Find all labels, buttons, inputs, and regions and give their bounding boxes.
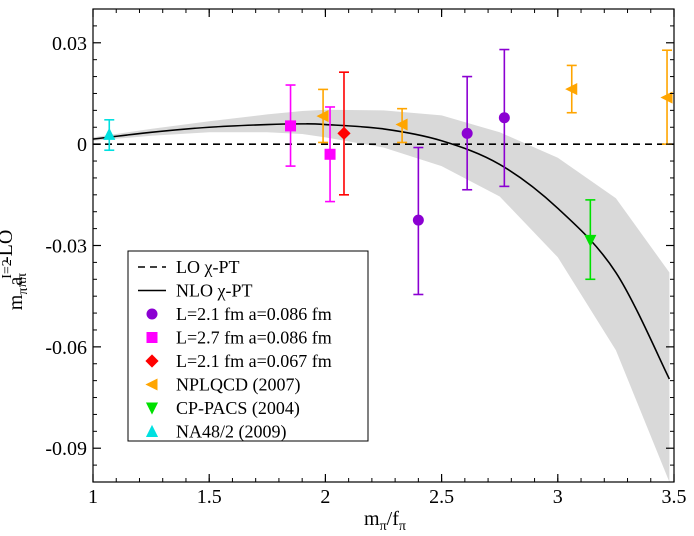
legend-label: L=2.1 fm a=0.086 fm [176,304,332,324]
data-point [498,112,510,124]
data-point [584,234,597,248]
data-point [461,127,473,139]
nlo-chipt-curve [93,123,671,380]
nlo-error-band-layer [93,109,670,482]
series-5 [103,119,116,152]
x-tick-label: 3 [553,486,563,508]
legend-marker [146,308,158,320]
series-2 [337,71,351,196]
x-tick-label: 1 [88,486,98,508]
legend-marker [145,424,159,437]
data-point [324,148,336,160]
legend-entry: NA48/2 (2009) [145,422,287,443]
legend-label: L=2.7 fm a=0.086 fm [176,328,332,348]
data-point [337,126,351,140]
y-tick-label: -0.03 [45,236,87,258]
legend-marker [145,402,159,415]
y-tick-label: -0.06 [45,337,87,359]
legend-entry: NPLQCD (2007) [145,375,301,396]
y-tick-label: 0 [77,134,87,156]
legend-label: NA48/2 (2009) [176,422,287,443]
legend-box [127,250,369,442]
series-0 [412,48,510,296]
x-tick-label: 2 [320,486,330,508]
legend-label: CP-PACS (2004) [176,398,300,419]
data-points-layer [103,48,673,296]
series-3 [316,49,673,145]
y-tick-label: 0.03 [52,33,87,55]
legend-items: LO χ-PT NLO χ-PT L=2.1 fm a=0.086 fm L=2.7 … [138,257,332,443]
data-point [316,110,329,123]
x-tick-label: 3.5 [662,486,687,508]
legend-entry: L=2.7 fm a=0.086 fm [146,328,332,348]
legend-marker [146,332,158,343]
series-1 [285,84,336,203]
legend-label: NPLQCD (2007) [176,375,301,396]
y-tick-label: -0.09 [45,438,87,460]
data-point [660,91,673,104]
axis-ticks-layer: 1 1.5 2 2.5 3 3.5 0.03 0 -0.03 -0.06 -0.09 [45,9,687,508]
legend-marker [145,378,158,391]
nlo-error-band [93,109,670,482]
legend-entry: NLO χ-PT [138,281,252,301]
legend-label: L=2.1 fm a=0.067 fm [176,351,332,371]
legend-entry: L=2.1 fm a=0.086 fm [146,304,332,324]
data-point [565,83,578,96]
y-axis-title: mπaI=2ππ-LO [0,230,31,311]
data-point [285,120,297,132]
legend-entry: LO χ-PT [138,257,239,277]
legend-marker [145,354,159,368]
x-axis-title: mπ/fπ [364,508,406,534]
legend-entry: L=2.1 fm a=0.067 fm [145,351,332,371]
legend: LO χ-PT NLO χ-PT L=2.1 fm a=0.086 fm L=2.7 … [127,250,369,443]
x-tick-label: 1.5 [197,486,222,508]
x-tick-label: 2.5 [429,486,454,508]
lines-layer [93,123,674,380]
series-4 [584,199,597,281]
svg-text:mπaI=2ππ-LO: mπaI=2ππ-LO [0,230,31,311]
legend-label: LO χ-PT [176,257,239,277]
legend-label: NLO χ-PT [176,281,252,301]
legend-entry: CP-PACS (2004) [145,398,300,419]
data-point [412,214,424,226]
data-point [395,118,408,131]
data-point [103,127,116,140]
